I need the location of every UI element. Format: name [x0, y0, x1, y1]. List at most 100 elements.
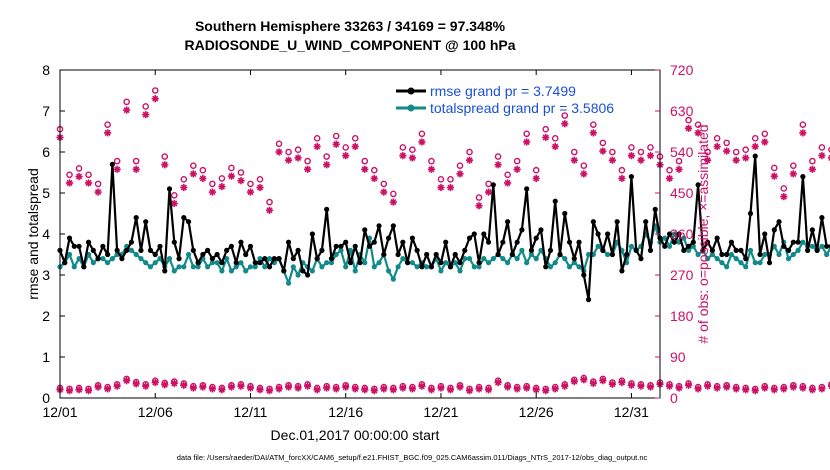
rmse-point: [771, 227, 777, 233]
assimilated-marker-stroke: [809, 166, 816, 173]
assimilated-marker: [618, 378, 626, 387]
possible-marker: [190, 162, 197, 169]
possible-marker: [66, 171, 73, 179]
possible-marker: [113, 157, 121, 165]
rmse-point: [595, 231, 601, 237]
totalspread-point: [400, 256, 406, 262]
rmse-point: [152, 251, 158, 258]
possible-marker: [304, 157, 311, 165]
totalspread-point: [605, 251, 611, 258]
possible-marker: [161, 153, 169, 160]
rmse-point: [138, 247, 144, 253]
assimilated-marker: [399, 384, 407, 392]
assimilated-marker: [751, 142, 759, 151]
assimilated-marker-stroke: [142, 111, 149, 118]
assimilated-marker-stroke: [523, 384, 530, 392]
possible-marker: [523, 130, 530, 138]
assimilated-marker-stroke: [180, 382, 187, 389]
assimilated-marker-stroke: [818, 152, 825, 159]
totalspread-point: [528, 251, 535, 258]
totalspread-point: [371, 264, 377, 270]
totalspread-point: [333, 251, 339, 258]
rmse-point: [314, 256, 320, 262]
rmse-point: [709, 247, 715, 253]
assimilated-marker-stroke: [152, 95, 159, 102]
possible-marker: [142, 103, 150, 110]
totalspread-point: [662, 235, 668, 241]
totalspread-point: [705, 256, 711, 262]
totalspread-point: [385, 268, 392, 274]
assimilated-marker-stroke: [618, 379, 625, 386]
assimilated-marker-stroke: [199, 175, 206, 182]
assimilated-marker-stroke: [123, 377, 130, 384]
totalspread-point: [747, 247, 754, 253]
assimilated-marker: [684, 381, 693, 389]
rmse-point: [66, 235, 73, 241]
possible-marker: [475, 194, 483, 201]
rmse-point: [119, 256, 125, 262]
assimilated-marker-stroke: [323, 384, 330, 392]
assimilated-marker-stroke: [218, 183, 225, 190]
y-tick-label: 8: [42, 62, 50, 78]
assimilated-marker-stroke: [666, 383, 673, 390]
assimilated-marker: [132, 165, 140, 173]
legend-rmse-label: rmse grand pr = 3.7499: [430, 83, 576, 99]
rmse-point: [700, 247, 706, 253]
rmse-point: [276, 256, 282, 262]
rmse-point: [809, 227, 815, 233]
assimilated-marker-stroke: [742, 154, 749, 162]
totalspread-point: [352, 268, 358, 274]
assimilated-marker-stroke: [428, 166, 435, 173]
x-tick-label: 12/06: [138, 404, 173, 420]
totalspread-point: [233, 264, 239, 270]
assimilated-marker: [723, 383, 731, 391]
assimilated-marker-stroke: [456, 383, 464, 391]
assimilated-marker-stroke: [561, 120, 568, 127]
legend-totalspread-marker: [407, 104, 415, 112]
possible-marker: [390, 190, 397, 198]
assimilated-marker: [284, 383, 293, 391]
assimilated-marker: [446, 183, 455, 192]
rmse-point: [800, 174, 806, 180]
assimilated-marker: [408, 385, 416, 393]
rmse-point: [347, 260, 354, 266]
assimilated-marker-stroke: [637, 383, 645, 390]
assimilated-marker: [665, 174, 674, 183]
rmse-point: [162, 268, 168, 274]
possible-marker: [94, 180, 102, 188]
assimilated-marker: [227, 172, 236, 180]
assimilated-marker-stroke: [399, 384, 406, 392]
assimilated-marker: [742, 154, 750, 162]
possible-marker: [266, 198, 273, 206]
assimilated-marker: [256, 183, 264, 192]
totalspread-point: [795, 247, 801, 253]
possible-marker: [380, 180, 388, 188]
assimilated-marker-stroke: [266, 387, 273, 394]
possible-marker: [447, 176, 454, 183]
rmse-point: [685, 243, 692, 249]
rmse-point: [290, 256, 296, 262]
rmse-point: [714, 235, 720, 241]
assimilated-marker-stroke: [228, 383, 235, 391]
totalspread-point: [71, 264, 77, 270]
possible-marker: [790, 162, 797, 169]
assimilated-marker-stroke: [418, 138, 425, 146]
assimilated-marker-stroke: [447, 386, 454, 393]
totalspread-point: [466, 256, 473, 262]
assimilated-marker-stroke: [523, 138, 530, 146]
x-axis-label: Dec.01,2017 00:00:00 start: [271, 427, 440, 443]
assimilated-marker: [294, 154, 302, 162]
y-right-tick-label: 720: [670, 62, 694, 78]
rmse-point: [424, 251, 430, 258]
rmse-point: [157, 243, 163, 249]
totalspread-point: [138, 256, 144, 262]
rmse-point: [147, 247, 154, 253]
assimilated-marker-stroke: [723, 148, 730, 155]
rmse-point: [824, 243, 830, 249]
rmse-point: [428, 264, 435, 270]
rmse-point: [524, 186, 530, 192]
assimilated-marker-stroke: [199, 383, 206, 391]
y-right-tick-label: 540: [670, 144, 694, 160]
possible-marker: [313, 135, 321, 142]
possible-marker: [323, 153, 330, 160]
